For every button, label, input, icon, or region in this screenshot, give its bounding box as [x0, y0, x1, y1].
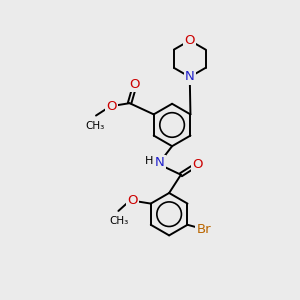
Text: N: N [185, 70, 195, 83]
Text: N: N [155, 156, 165, 169]
Text: CH₃: CH₃ [86, 121, 105, 131]
Text: CH₃: CH₃ [110, 216, 129, 226]
Text: O: O [127, 194, 138, 207]
Text: H: H [145, 156, 154, 166]
Text: Br: Br [196, 223, 211, 236]
Text: O: O [192, 158, 202, 171]
Text: O: O [130, 78, 140, 92]
Text: O: O [106, 100, 117, 112]
Text: O: O [184, 34, 195, 47]
